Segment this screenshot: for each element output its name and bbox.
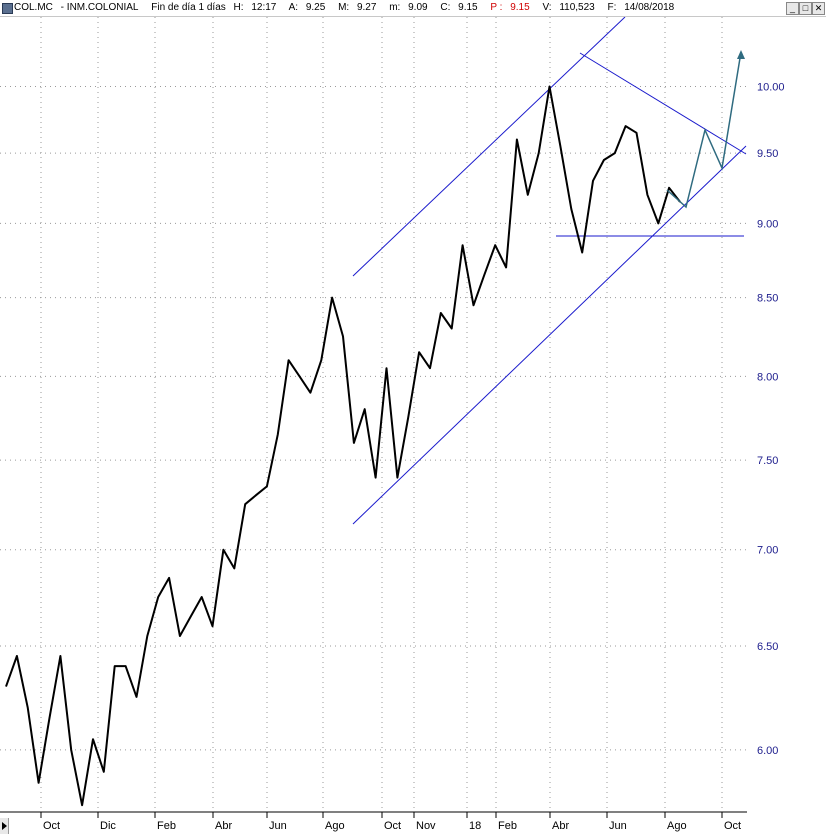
y-axis: 6.00 6.50 7.00 7.50 8.00 8.50 9.00 9.50 10.00 xyxy=(757,82,785,757)
x-axis: Oct Dic Feb Abr Jun Ago Oct Nov 18 Feb Abr Jun Ago Oc… xyxy=(0,811,747,832)
channel-lower-line xyxy=(352,145,747,525)
x-tick-label: 18 xyxy=(469,820,481,832)
x-tick-label: Jun xyxy=(609,820,627,832)
y-tick-label: 7.00 xyxy=(757,545,778,557)
title-bar: COL.MC - INM.COLONIAL Fin de día 1 días … xyxy=(0,0,826,17)
x-tick-label: Ago xyxy=(325,820,345,832)
x-tick-label: Oct xyxy=(43,820,60,832)
x-tick-label: Dic xyxy=(100,820,116,832)
close-value: C: 9.15 xyxy=(440,2,478,13)
time-value: H: 12:17 xyxy=(233,2,277,13)
chart-window-icon[interactable] xyxy=(2,3,13,14)
open-value: A: 9.25 xyxy=(288,2,326,13)
channel-upper-line xyxy=(352,17,626,277)
volume-value: V: 110,523 xyxy=(542,2,595,13)
x-tick-label: Abr xyxy=(215,820,232,832)
play-icon[interactable] xyxy=(0,818,9,834)
y-tick-label: 8.50 xyxy=(757,293,778,305)
projection-arrowhead xyxy=(737,50,745,59)
y-tick-label: 9.00 xyxy=(757,218,778,230)
projection-arrow-line xyxy=(666,51,742,209)
price-chart[interactable]: 6.00 6.50 7.00 7.50 8.00 8.50 9.00 9.50 10.00 Oc… xyxy=(0,17,826,834)
symbol-name: COL.MC - INM.COLONIAL xyxy=(14,2,139,13)
projection-path xyxy=(666,50,745,209)
close-button[interactable]: ✕ xyxy=(812,2,825,15)
price-value: P : 9.15 xyxy=(490,2,530,13)
x-tick-label: Jun xyxy=(269,820,287,832)
low-value: m: 9.09 xyxy=(389,2,428,13)
y-tick-label: 10.00 xyxy=(757,82,785,94)
period-label: Fin de día 1 días xyxy=(151,2,226,13)
x-tick-label: Feb xyxy=(498,820,517,832)
chart-background xyxy=(0,17,826,834)
price-series-line xyxy=(5,85,681,807)
date-value: F: 14/08/2018 xyxy=(607,2,675,13)
x-tick-label: Abr xyxy=(552,820,569,832)
quote-line: COL.MC - INM.COLONIAL Fin de día 1 días … xyxy=(14,2,684,13)
maximize-button[interactable]: □ xyxy=(799,2,812,15)
x-tick-label: Oct xyxy=(384,820,401,832)
x-tick-label: Oct xyxy=(724,820,741,832)
y-tick-label: 8.00 xyxy=(757,371,778,383)
high-value: M: 9.27 xyxy=(338,2,377,13)
trendlines xyxy=(352,17,747,525)
x-tick-label: Feb xyxy=(157,820,176,832)
y-tick-label: 6.00 xyxy=(757,745,778,757)
minimize-button[interactable]: _ xyxy=(786,2,799,15)
y-tick-label: 6.50 xyxy=(757,641,778,653)
y-tick-label: 9.50 xyxy=(757,148,778,160)
triangle-upper-line xyxy=(579,52,747,155)
x-tick-label: Nov xyxy=(416,820,436,832)
x-tick-label: Ago xyxy=(667,820,687,832)
y-tick-label: 7.50 xyxy=(757,455,778,467)
